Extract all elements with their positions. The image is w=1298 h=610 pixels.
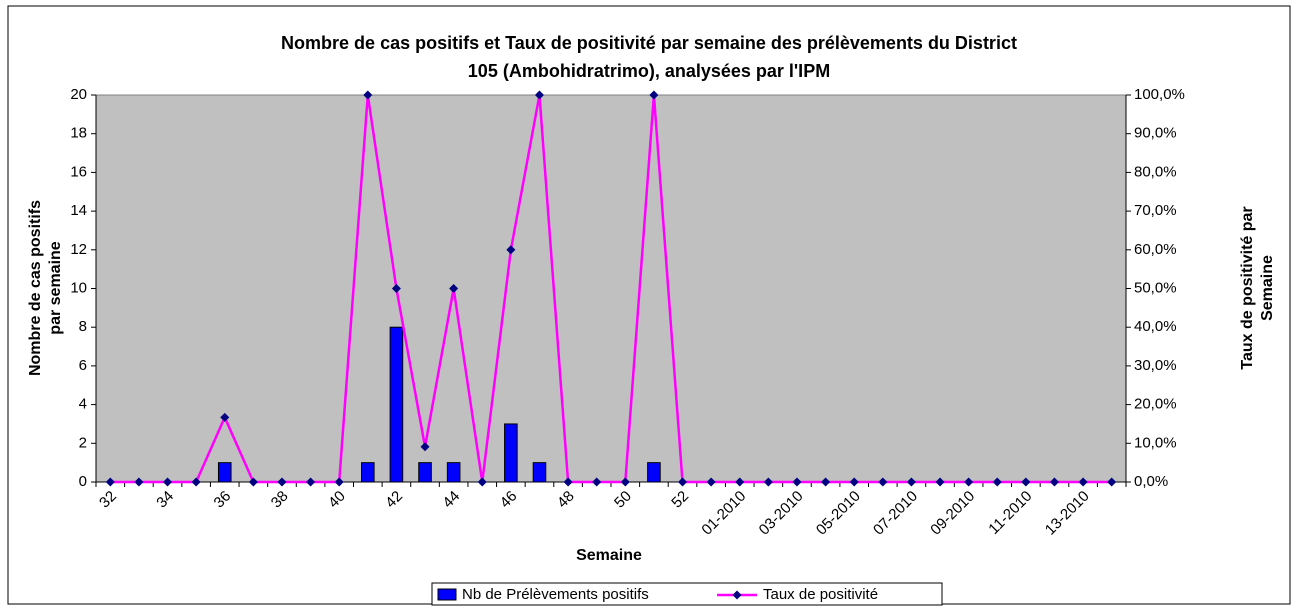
chart-subtitle: 105 (Ambohidratrimo), analysées par l'IP… [468, 61, 830, 81]
y2-tick-label: 100,0% [1134, 86, 1185, 103]
x-axis-label: Semaine [576, 547, 642, 564]
legend-box [431, 582, 943, 606]
y2-axis-label: Taux de positivité par [1239, 206, 1256, 369]
marker [792, 477, 802, 487]
marker [105, 477, 115, 487]
marker [849, 477, 859, 487]
marker [506, 245, 516, 255]
y2-tick-label: 60,0% [1134, 241, 1177, 258]
marker [563, 477, 573, 487]
y2-tick-label: 0,0% [1134, 473, 1168, 490]
marker [992, 477, 1002, 487]
marker [620, 477, 630, 487]
legend-label: Nb de Prélèvements positifs [462, 586, 649, 603]
y2-tick-label: 20,0% [1134, 396, 1177, 413]
marker [906, 477, 916, 487]
line [110, 94, 1112, 484]
y2-tick-label: 30,0% [1134, 357, 1177, 374]
chart-title: Nombre de cas positifs et Taux de positi… [281, 33, 1017, 53]
marker [191, 477, 201, 487]
marker [964, 477, 974, 487]
bar [361, 462, 375, 483]
y-tick-label: 2 [79, 434, 87, 451]
y2-tick-label: 80,0% [1134, 163, 1177, 180]
marker [420, 442, 430, 452]
marker [735, 477, 745, 487]
plot-area [95, 94, 1127, 483]
y2-tick-label: 90,0% [1134, 125, 1177, 142]
marker [1107, 477, 1117, 487]
marker [449, 284, 459, 293]
y2-tick-label: 40,0% [1134, 318, 1177, 335]
legend-marker [732, 590, 742, 600]
y2-tick-label: 50,0% [1134, 279, 1177, 296]
marker [592, 477, 602, 487]
marker [334, 477, 344, 487]
y-tick-label: 6 [79, 357, 87, 374]
y-tick-label: 0 [79, 473, 87, 490]
marker [706, 477, 716, 487]
y-axis-label: Nombre de cas positifs [27, 200, 44, 376]
y-tick-label: 18 [70, 125, 87, 142]
marker [678, 477, 688, 487]
y-tick-label: 4 [79, 396, 87, 413]
legend-swatch [437, 588, 457, 601]
marker [134, 477, 144, 487]
y-tick-label: 12 [70, 241, 87, 258]
marker [220, 412, 230, 422]
marker [163, 477, 173, 487]
marker [248, 477, 258, 487]
y2-axis-label: Semaine [1259, 255, 1276, 321]
marker [477, 477, 487, 487]
marker [391, 284, 401, 293]
y-tick-label: 10 [70, 279, 87, 296]
marker [363, 90, 373, 100]
bar [532, 462, 547, 483]
bar [647, 462, 661, 483]
y2-tick-label: 10,0% [1134, 434, 1177, 451]
bar [389, 326, 404, 483]
marker [1049, 477, 1059, 487]
bar [217, 462, 232, 483]
y2-tick-label: 70,0% [1134, 202, 1177, 219]
y-tick-label: 20 [70, 86, 87, 103]
y-tick-label: 8 [79, 318, 87, 335]
marker [878, 477, 888, 487]
marker [763, 477, 773, 487]
y-tick-label: 16 [70, 163, 87, 180]
legend-label: Taux de positivité [763, 586, 878, 603]
y-axis-label: par semaine [47, 241, 64, 334]
marker [935, 477, 945, 487]
bar [504, 423, 518, 483]
marker [534, 90, 544, 100]
bar [418, 462, 432, 483]
y-tick-label: 14 [70, 202, 87, 219]
marker [1021, 477, 1031, 487]
marker [306, 477, 316, 487]
marker [1078, 477, 1088, 487]
marker [821, 477, 831, 487]
bar [446, 462, 461, 483]
marker [277, 477, 287, 487]
marker [649, 90, 659, 100]
